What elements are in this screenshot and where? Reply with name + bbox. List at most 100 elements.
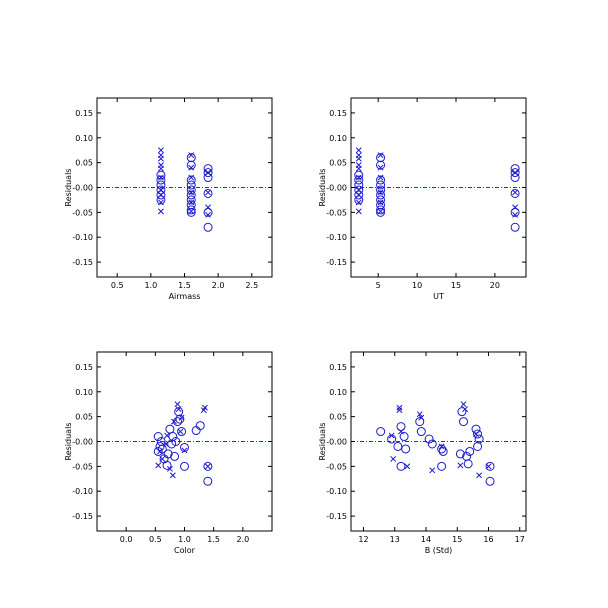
scatter-plot-1: -0.15 -0.10 -0.05 -0.00 0.05 0.10 0.15 0.5 1.0 1.… (64, 97, 273, 301)
cross-point (157, 174, 164, 181)
cross-point (396, 404, 403, 411)
circle-point (376, 185, 386, 195)
circle-point (387, 434, 397, 444)
cross-point (204, 463, 211, 470)
circle-point (186, 205, 196, 215)
circle-point (173, 417, 182, 427)
scatter-plot-3: -0.15 -0.10 -0.05 -0.00 0.05 0.10 0.15 0.0 0.5 1.… (64, 351, 273, 555)
x-axis-label: UT (433, 292, 444, 301)
circle-point (170, 451, 180, 461)
cross-point (355, 155, 362, 162)
circle-point (510, 188, 520, 198)
circle-point (485, 461, 495, 471)
circle-point (195, 421, 205, 431)
y-axis-label: Residuals (318, 423, 327, 461)
cross-point (388, 432, 395, 439)
y-tick-label: 0.10 (75, 388, 93, 397)
cross-point (355, 165, 362, 172)
y-tick-label: 0.15 (329, 363, 347, 372)
circle-point (415, 417, 425, 427)
circle-point (510, 222, 520, 232)
x-tick-label: 15 (451, 281, 461, 290)
y-tick-label: -0.05 (326, 208, 347, 217)
x-axis-label: Airmass (169, 292, 201, 301)
y-tick-label: -0.00 (72, 438, 93, 447)
circle-point (455, 449, 465, 459)
y-tick-label: -0.10 (72, 233, 93, 242)
circle-point (186, 185, 196, 195)
circle-point (180, 442, 189, 452)
circle-point (191, 426, 201, 436)
circle-point (186, 180, 196, 190)
cross-point (155, 462, 162, 469)
y-tick-label: -0.10 (326, 487, 347, 496)
scatter-plot-4: -0.15 -0.10 -0.05 -0.00 0.05 0.10 0.15 12 13 14 15… (318, 351, 527, 555)
circle-point (424, 434, 434, 444)
y-tick-label: -0.10 (326, 233, 347, 242)
circle-point (354, 175, 364, 185)
cross-point (157, 165, 164, 172)
x-axis-label: Color (174, 546, 196, 555)
circle-point (401, 444, 411, 454)
circle-point (396, 422, 406, 432)
y-tick-label: -0.15 (326, 512, 347, 521)
circle-point (376, 200, 386, 210)
cross-point (512, 189, 519, 196)
x-tick-label: 1.5 (178, 281, 191, 290)
circle-point (171, 437, 181, 446)
circle-point (186, 195, 196, 205)
circle-point (396, 461, 406, 471)
x-tick-label: 0.0 (120, 535, 133, 544)
y-tick-label: -0.15 (72, 512, 93, 521)
cross-point (396, 407, 403, 414)
circle-point (510, 168, 520, 178)
y-tick-label: 0.15 (75, 109, 93, 118)
circle-point (186, 160, 196, 170)
circle-point (376, 205, 386, 215)
cross-point (355, 147, 362, 154)
cross-point (457, 462, 464, 469)
circle-point (180, 461, 189, 471)
cross-point (157, 208, 164, 215)
x-tick-label: 10 (412, 281, 422, 290)
cross-point (177, 428, 184, 435)
circle-point (186, 153, 196, 163)
circle-point (416, 427, 426, 437)
y-tick-label: -0.05 (72, 208, 93, 217)
cross-point (174, 401, 181, 408)
x-tick-label: 12 (358, 535, 368, 544)
circle-point (376, 207, 386, 217)
circle-point (510, 164, 520, 174)
cross-point (377, 199, 384, 206)
cross-point (390, 455, 397, 462)
y-tick-label: -0.10 (72, 487, 93, 496)
y-axis-label: Residuals (64, 169, 73, 207)
x-tick-label: 17 (515, 535, 525, 544)
circle-point (203, 164, 213, 174)
y-tick-label: -0.15 (326, 258, 347, 267)
y-axis-label: Residuals (64, 423, 73, 461)
scatter-plot-2: -0.15 -0.10 -0.05 -0.00 0.05 0.10 0.15 5 10 15 20 U… (318, 97, 527, 301)
circle-point (186, 200, 196, 210)
circle-point (153, 446, 163, 456)
x-tick-label: 2.0 (212, 281, 225, 290)
x-tick-label: 2.5 (245, 281, 258, 290)
circle-point (156, 175, 166, 185)
circle-point (437, 444, 447, 454)
cross-point (460, 401, 467, 408)
circle-point (153, 432, 163, 442)
x-tick-label: 13 (390, 535, 400, 544)
cross-point (429, 467, 436, 474)
circle-point (376, 180, 386, 190)
cross-point (175, 406, 182, 413)
circle-point (465, 446, 475, 456)
circle-point (203, 173, 213, 183)
cross-point (377, 174, 384, 181)
cross-point (355, 199, 362, 206)
circle-point (186, 190, 196, 200)
cross-point (377, 164, 384, 171)
circle-point (177, 427, 187, 437)
circle-point (427, 439, 437, 449)
cross-point (188, 199, 195, 206)
y-tick-label: 0.10 (329, 134, 347, 143)
